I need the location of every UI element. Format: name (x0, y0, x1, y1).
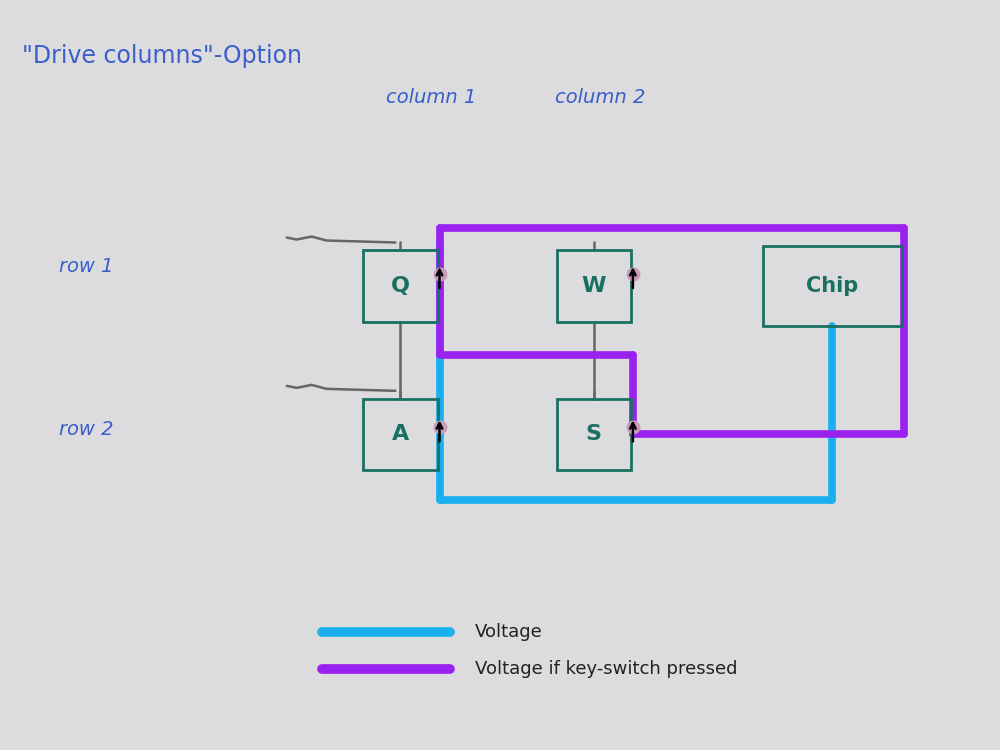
Text: Voltage: Voltage (475, 623, 543, 641)
Text: row 1: row 1 (59, 256, 113, 276)
Text: S: S (586, 424, 602, 444)
Text: Chip: Chip (806, 276, 858, 296)
Bar (363, 399, 438, 470)
Text: W: W (581, 276, 606, 296)
Text: column 2: column 2 (555, 88, 645, 107)
Bar (763, 247, 902, 326)
Text: A: A (392, 424, 409, 444)
Bar (557, 399, 631, 470)
Text: row 2: row 2 (59, 420, 113, 439)
Text: Voltage if key-switch pressed: Voltage if key-switch pressed (475, 660, 738, 678)
Text: Q: Q (391, 276, 410, 296)
Text: column 1: column 1 (386, 88, 476, 107)
Text: "Drive columns"-Option: "Drive columns"-Option (22, 44, 302, 68)
Bar (363, 251, 438, 322)
Bar (557, 251, 631, 322)
